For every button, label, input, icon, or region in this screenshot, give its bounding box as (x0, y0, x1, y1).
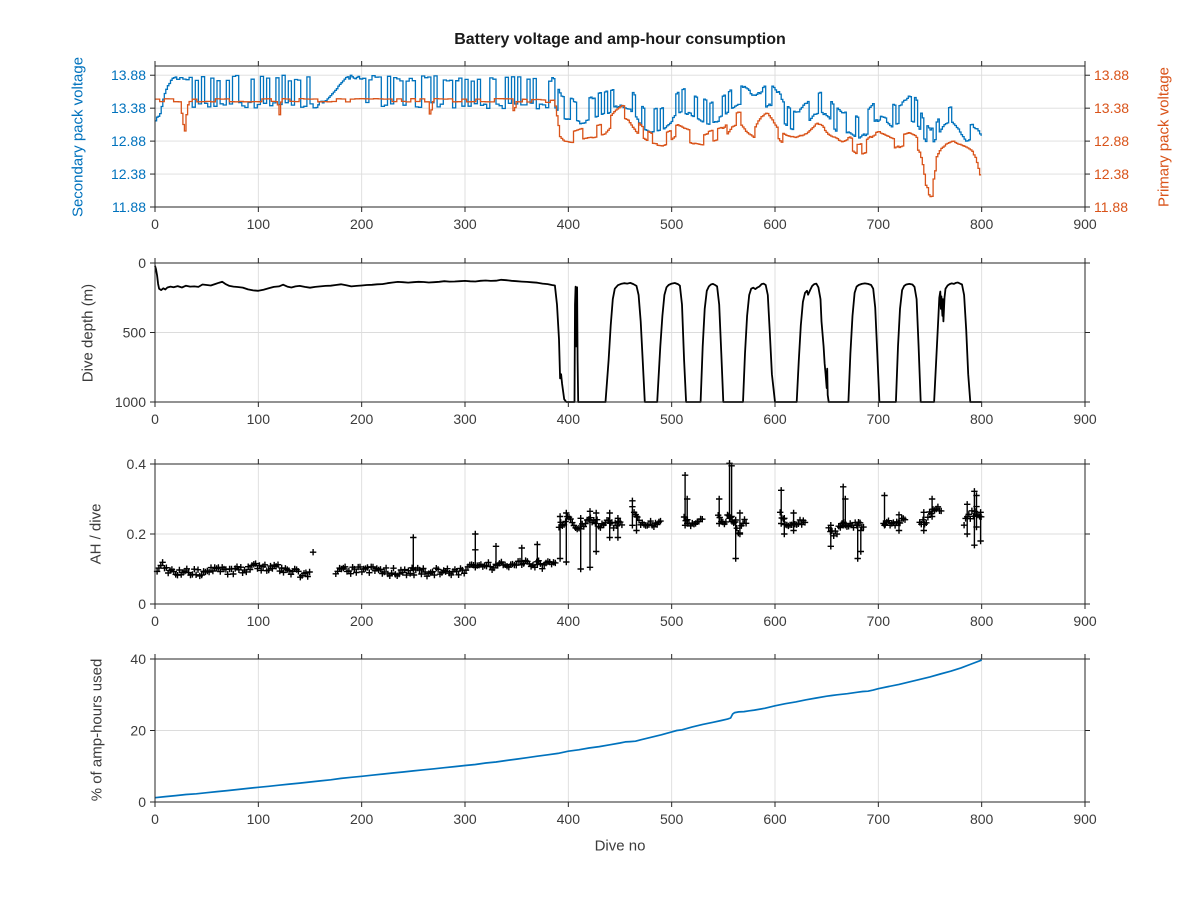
series-secondary-pack-voltage (155, 74, 982, 143)
x-tick-label: 300 (453, 613, 477, 629)
y-tick-label: 12.88 (111, 133, 146, 149)
x-tick-label: 500 (660, 613, 684, 629)
x-tick-label: 0 (151, 811, 159, 827)
tick-labels: 0 100 200 300 400 500 600 700 800 90011.8812.3812… (111, 67, 1129, 232)
x-tick-label: 200 (350, 811, 374, 827)
x-tick-label: 100 (247, 613, 271, 629)
axes-box (150, 654, 1090, 807)
series-ah-per-dive-markers (153, 460, 985, 581)
x-tick-label: 900 (1073, 811, 1097, 827)
x-tick-label: 400 (557, 613, 581, 629)
x-tick-label: 900 (1073, 613, 1097, 629)
x-tick-label: 100 (247, 216, 271, 232)
x-tick-label: 400 (557, 216, 581, 232)
axes-box (150, 61, 1090, 212)
chart-battery-voltage: 0 100 200 300 400 500 600 700 800 90011.8812.3812… (111, 61, 1129, 232)
x-tick-label: 500 (660, 411, 684, 427)
x-tick-label: 500 (660, 216, 684, 232)
x-tick-label: 700 (867, 613, 891, 629)
x-tick-label: 700 (867, 216, 891, 232)
x-tick-label: 600 (763, 613, 787, 629)
x-tick-label: 100 (247, 411, 271, 427)
x-tick-label: 0 (151, 216, 159, 232)
y-tick-label: 20 (130, 723, 146, 739)
ylabel-secondary-pack-voltage: Secondary pack voltage (69, 56, 87, 218)
ylabel-ah-per-dive: AH / dive (87, 503, 105, 565)
x-tick-label: 900 (1073, 411, 1097, 427)
figure-title: Battery voltage and amp-hour consumption (454, 31, 786, 48)
y-tick-label: 12.38 (111, 166, 146, 182)
tick-labels: 0 100 200 300 400 500 600 700 800 900 0 20 40 (130, 651, 1096, 827)
y-tick-label: 0.2 (127, 526, 147, 542)
y-tick-label: 12.38 (1094, 166, 1129, 182)
tick-labels: 0 100 200 300 400 500 600 700 800 900 0 500 1000 (115, 255, 1097, 427)
y-tick-label: 500 (123, 325, 147, 341)
y-tick-label: 1000 (115, 394, 146, 410)
x-tick-label: 300 (453, 411, 477, 427)
ylabel-pct-amp-hours: % of amp-hours used (88, 658, 106, 802)
x-tick-label: 600 (763, 411, 787, 427)
y-tick-label: 0 (138, 255, 146, 271)
y-tick-label: 12.88 (1094, 133, 1129, 149)
tick-labels: 0 100 200 300 400 500 600 700 800 900 0 0.2 0.4 (127, 456, 1097, 629)
axes-box (150, 459, 1090, 609)
chart-dive-depth: 0 100 200 300 400 500 600 700 800 900 0 500 1000 (115, 255, 1097, 427)
y-tick-label: 40 (130, 651, 146, 667)
xlabel-dive-no: Dive no (594, 837, 646, 855)
gridlines (155, 659, 1085, 802)
y-tick-label: 13.88 (111, 67, 146, 83)
y-tick-label: 11.88 (1094, 199, 1128, 215)
chart-pct-amp-hours-used: 0 100 200 300 400 500 600 700 800 900 0 20 40 (130, 651, 1096, 827)
y-tick-label: 11.88 (112, 199, 146, 215)
axes-box (150, 258, 1090, 407)
ylabel-primary-pack-voltage: Primary pack voltage (1155, 66, 1173, 208)
series-primary-pack-voltage (155, 97, 982, 198)
x-tick-label: 300 (453, 811, 477, 827)
x-tick-label: 0 (151, 411, 159, 427)
series-dive-depth (154, 265, 982, 403)
x-tick-label: 400 (557, 811, 581, 827)
x-tick-label: 800 (970, 411, 994, 427)
x-tick-label: 500 (660, 811, 684, 827)
x-tick-label: 800 (970, 811, 994, 827)
y-tick-label: 0 (138, 794, 146, 810)
x-tick-label: 0 (151, 613, 159, 629)
ylabel-dive-depth: Dive depth (m) (79, 283, 97, 383)
chart-ah-per-dive: 0 100 200 300 400 500 600 700 800 900 0 0.2 0.4 (127, 456, 1097, 629)
x-tick-label: 600 (763, 811, 787, 827)
x-tick-label: 900 (1073, 216, 1097, 232)
y-tick-label: 13.38 (1094, 100, 1129, 116)
x-tick-label: 700 (867, 811, 891, 827)
x-tick-label: 800 (970, 216, 994, 232)
x-tick-label: 800 (970, 613, 994, 629)
x-tick-label: 600 (763, 216, 787, 232)
x-tick-label: 200 (350, 613, 374, 629)
x-tick-label: 100 (247, 811, 271, 827)
x-tick-label: 700 (867, 411, 891, 427)
x-tick-label: 200 (350, 216, 374, 232)
y-tick-label: 0.4 (127, 456, 147, 472)
series-pct-amp-hours-used (154, 659, 982, 799)
y-tick-label: 13.88 (1094, 67, 1129, 83)
gridlines (155, 464, 1085, 604)
y-tick-label: 13.38 (111, 100, 146, 116)
y-tick-label: 0 (138, 596, 146, 612)
x-tick-label: 300 (453, 216, 477, 232)
x-tick-label: 200 (350, 411, 374, 427)
x-tick-label: 400 (557, 411, 581, 427)
